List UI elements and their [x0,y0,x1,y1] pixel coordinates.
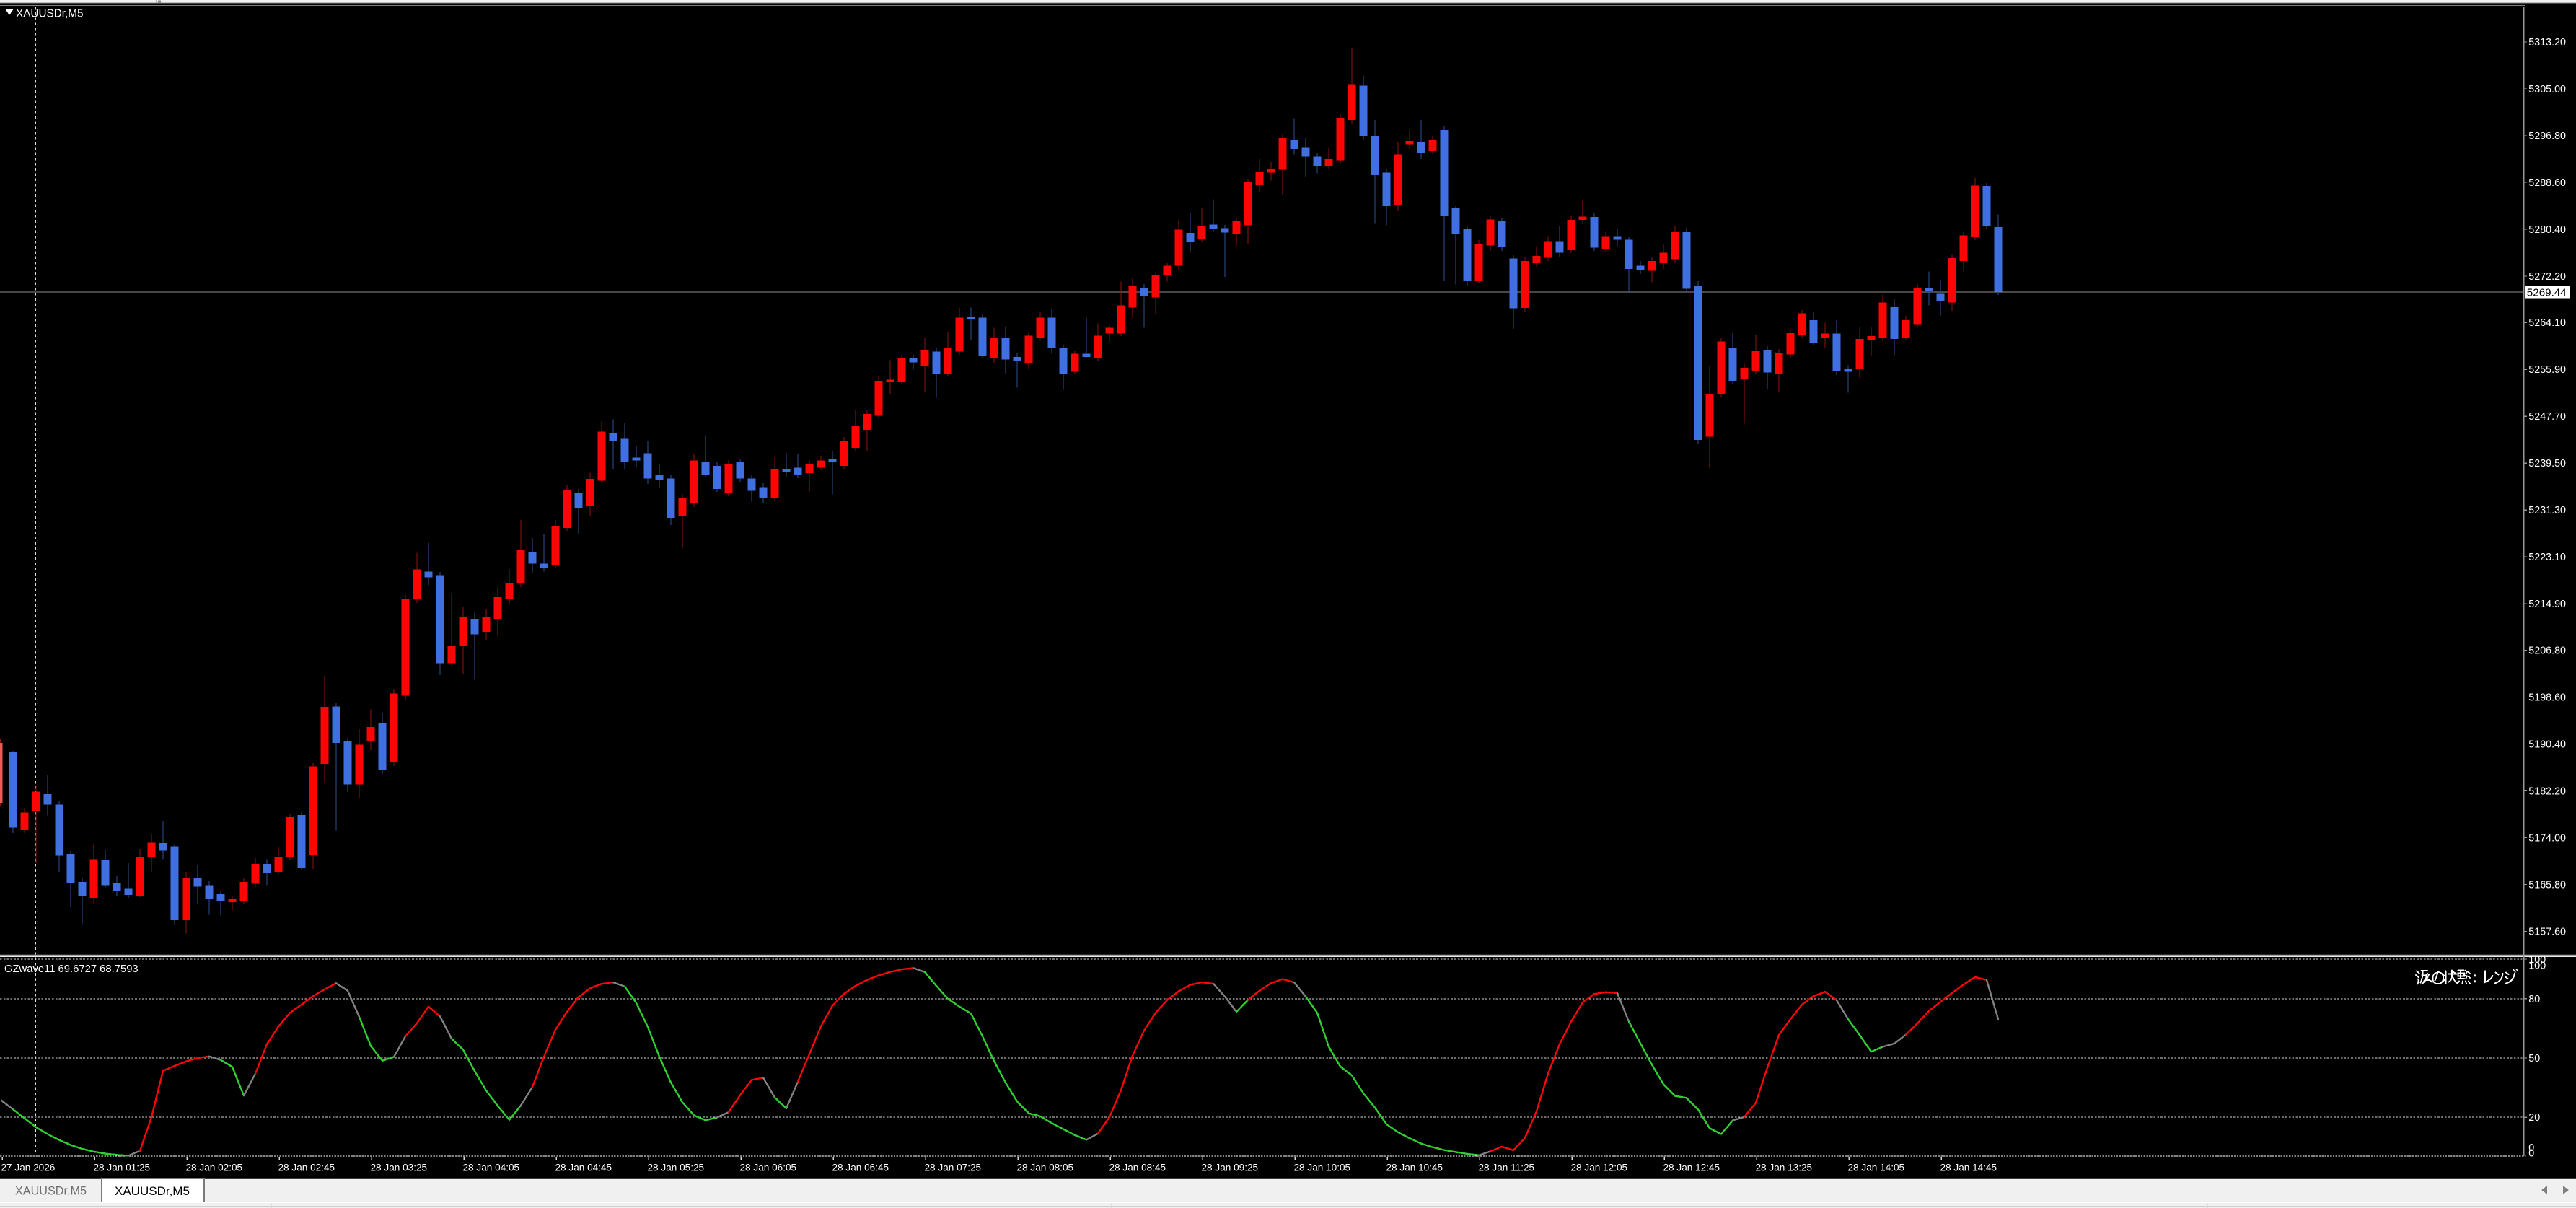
svg-text:5198.60: 5198.60 [2528,692,2566,703]
svg-text:28 Jan 01:25: 28 Jan 01:25 [94,1163,151,1173]
svg-text:28 Jan 10:05: 28 Jan 10:05 [1294,1163,1351,1173]
svg-text:XAUUSDr,M5: XAUUSDr,M5 [16,8,84,20]
svg-text:28 Jan 09:25: 28 Jan 09:25 [1202,1163,1259,1173]
svg-text:28 Jan 05:25: 28 Jan 05:25 [648,1163,705,1173]
svg-text:5269.44: 5269.44 [2527,286,2567,299]
svg-text:5174.00: 5174.00 [2528,832,2566,844]
svg-text:100: 100 [2528,961,2546,972]
svg-text:28 Jan 14:05: 28 Jan 14:05 [1848,1163,1905,1173]
svg-text:28 Jan 11:25: 28 Jan 11:25 [1479,1163,1535,1173]
svg-text:28 Jan 08:45: 28 Jan 08:45 [1109,1163,1166,1173]
svg-text:5313.20: 5313.20 [2528,37,2566,48]
svg-text:GZwave11 69.6727 68.7593: GZwave11 69.6727 68.7593 [4,964,139,975]
svg-text:28 Jan 12:45: 28 Jan 12:45 [1663,1163,1720,1173]
svg-text:5255.90: 5255.90 [2528,364,2566,376]
svg-text:28 Jan 07:25: 28 Jan 07:25 [925,1163,982,1173]
svg-text:5214.90: 5214.90 [2528,599,2566,610]
svg-text:5182.20: 5182.20 [2528,785,2566,797]
svg-text:5305.00: 5305.00 [2528,84,2566,95]
svg-text:50: 50 [2528,1053,2540,1064]
svg-text:80: 80 [2528,994,2540,1005]
svg-text:XAUUSDr,M5: XAUUSDr,M5 [15,1185,87,1198]
svg-text:28 Jan 06:45: 28 Jan 06:45 [832,1163,889,1173]
svg-text:5288.60: 5288.60 [2528,177,2566,189]
svg-text:20: 20 [2528,1112,2540,1124]
svg-text:5239.50: 5239.50 [2528,458,2566,469]
svg-text:5280.40: 5280.40 [2528,224,2566,236]
svg-text:5157.60: 5157.60 [2528,926,2566,938]
svg-text:5272.20: 5272.20 [2528,271,2566,283]
svg-text:28 Jan 14:45: 28 Jan 14:45 [1940,1163,1997,1173]
svg-text:5206.80: 5206.80 [2528,645,2566,656]
svg-text:5296.80: 5296.80 [2528,131,2566,142]
svg-text:0: 0 [2528,1142,2534,1154]
svg-text:28 Jan 08:05: 28 Jan 08:05 [1017,1163,1074,1173]
svg-text:5190.40: 5190.40 [2528,739,2566,750]
svg-text:28 Jan 06:05: 28 Jan 06:05 [740,1163,797,1173]
svg-text:28 Jan 04:45: 28 Jan 04:45 [555,1163,612,1173]
svg-text:28 Jan 02:05: 28 Jan 02:05 [186,1163,243,1173]
svg-text:5264.10: 5264.10 [2528,317,2566,329]
svg-text:5223.10: 5223.10 [2528,552,2566,563]
svg-text:28 Jan 10:45: 28 Jan 10:45 [1386,1163,1443,1173]
svg-text:28 Jan 04:05: 28 Jan 04:05 [463,1163,520,1173]
svg-text:28 Jan 12:05: 28 Jan 12:05 [1571,1163,1628,1173]
svg-text:28 Jan 13:25: 28 Jan 13:25 [1756,1163,1813,1173]
svg-text:100: 100 [2528,954,2546,966]
svg-text:0: 0 [2528,1148,2534,1160]
svg-text:5231.30: 5231.30 [2528,505,2566,516]
svg-text:5247.70: 5247.70 [2528,411,2566,423]
svg-text:XAUUSDr,M5: XAUUSDr,M5 [115,1184,190,1198]
svg-text:27 Jan 2026: 27 Jan 2026 [1,1163,56,1173]
svg-text:28 Jan 03:25: 28 Jan 03:25 [371,1163,428,1173]
svg-text:5165.80: 5165.80 [2528,879,2566,891]
svg-text:28 Jan 02:45: 28 Jan 02:45 [278,1163,335,1173]
